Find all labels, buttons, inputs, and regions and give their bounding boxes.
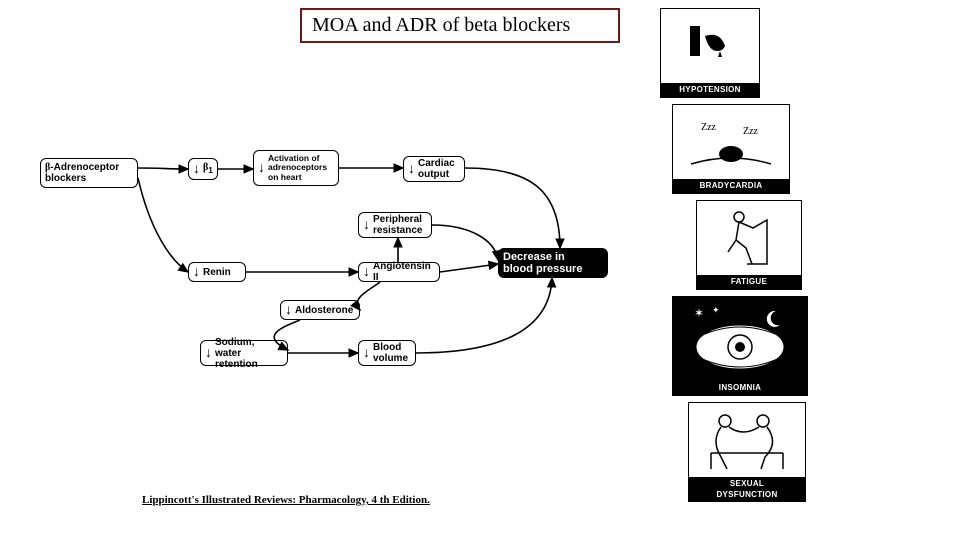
node-beta1-label: β1	[203, 162, 213, 175]
node-sodium: ↓ Sodium, water retention	[200, 340, 288, 366]
down-arrow-icon: ↓	[258, 160, 265, 175]
down-arrow-icon: ↓	[193, 161, 200, 176]
node-decrease-bp: Decrease in blood pressure	[498, 248, 608, 278]
node-peripheral: ↓ Peripheral resistance	[358, 212, 432, 238]
adr-card-insomnia: ✶ ✦ INSOMNIA	[672, 296, 808, 396]
node-bloodvol: ↓ Blood volume	[358, 340, 416, 366]
down-arrow-icon: ↓	[193, 264, 200, 279]
adr-caption: BRADYCARDIA	[673, 179, 789, 193]
adr-card-bradycardia: Zzz Zzz BRADYCARDIA	[672, 104, 790, 194]
adr-card-sexual-dysfunction: SEXUAL DYSFUNCTION	[688, 402, 806, 502]
node-blockers-label: β-Adrenoceptor blockers	[45, 162, 119, 184]
citation-text: Lippincott's Illustrated Reviews: Pharma…	[142, 494, 430, 506]
node-aldosterone-label: Aldosterone	[295, 305, 353, 316]
down-arrow-icon: ↓	[363, 345, 370, 360]
down-arrow-icon: ↓	[363, 264, 370, 279]
node-cardiac: ↓ Cardiac output	[403, 156, 465, 182]
adr-caption: HYPOTENSION	[661, 83, 759, 97]
node-blockers: β-Adrenoceptor blockers	[40, 158, 138, 188]
adr-card-fatigue: FATIGUE	[696, 200, 802, 290]
down-arrow-icon: ↓	[205, 345, 212, 360]
down-arrow-icon: ↓	[285, 302, 292, 317]
adr-caption: INSOMNIA	[673, 381, 807, 395]
node-activation-label: Activation of adrenoceptors on heart	[268, 154, 327, 182]
node-beta1: ↓ β1	[188, 158, 218, 180]
svg-text:✶: ✶	[694, 306, 704, 320]
hypotension-icon	[661, 9, 759, 83]
sexual-dysfunction-icon	[689, 403, 805, 477]
fatigue-icon	[697, 201, 801, 275]
adr-caption: SEXUAL DYSFUNCTION	[689, 477, 805, 501]
node-activation: ↓ Activation of adrenoceptors on heart	[253, 150, 339, 186]
node-cardiac-label: Cardiac output	[418, 158, 455, 180]
svg-text:✦: ✦	[712, 305, 720, 315]
down-arrow-icon: ↓	[408, 161, 415, 176]
node-decrease-label: Decrease in blood pressure	[503, 251, 582, 275]
flowchart-edges	[0, 0, 960, 540]
insomnia-icon: ✶ ✦	[673, 297, 807, 381]
page-title: MOA and ADR of beta blockers	[300, 8, 620, 43]
node-sodium-label: Sodium, water retention	[215, 337, 283, 370]
node-renin-label: Renin	[203, 267, 231, 278]
node-peripheral-label: Peripheral resistance	[373, 214, 422, 236]
node-angiotensin: ↓ Angiotensin II	[358, 262, 440, 282]
node-angiotensin-label: Angiotensin II	[373, 261, 435, 283]
node-bloodvol-label: Blood volume	[373, 342, 408, 364]
down-arrow-icon: ↓	[363, 217, 370, 232]
node-aldosterone: ↓ Aldosterone	[280, 300, 360, 320]
bradycardia-icon: Zzz Zzz	[673, 105, 789, 179]
adr-caption: FATIGUE	[697, 275, 801, 289]
svg-text:Zzz: Zzz	[701, 122, 717, 133]
node-renin: ↓ Renin	[188, 262, 246, 282]
adr-card-hypotension: HYPOTENSION	[660, 8, 760, 98]
svg-text:Zzz: Zzz	[743, 126, 759, 137]
